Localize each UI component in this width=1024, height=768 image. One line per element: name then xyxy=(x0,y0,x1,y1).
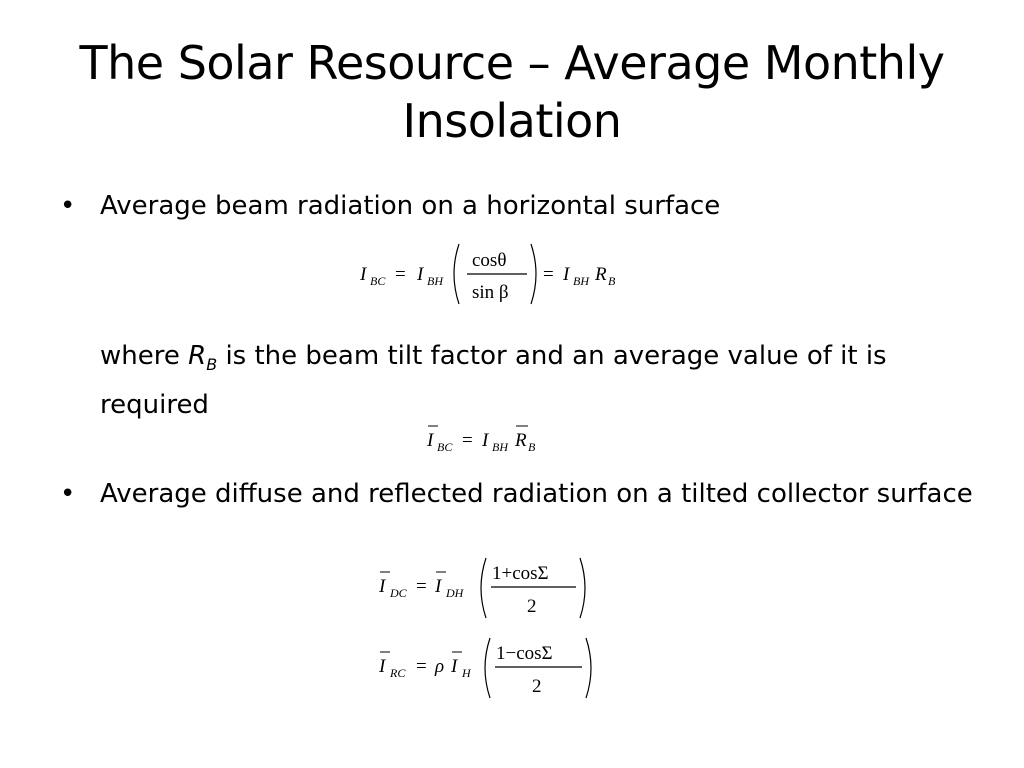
svg-text:BC: BC xyxy=(437,440,453,454)
where-suffix: is the beam tilt factor and an average v… xyxy=(100,341,887,421)
svg-text:B: B xyxy=(528,440,536,454)
bullet-marker: • xyxy=(60,191,76,221)
svg-text:I: I xyxy=(434,576,443,597)
where-prefix: where xyxy=(100,341,189,371)
svg-text:sin β: sin β xyxy=(472,282,509,303)
svg-text:ρ: ρ xyxy=(434,656,444,677)
svg-text:RC: RC xyxy=(389,666,406,680)
svg-text:I: I xyxy=(426,430,435,451)
svg-text:=: = xyxy=(543,264,554,285)
svg-text:DH: DH xyxy=(445,586,465,600)
equation-beam-tilted: I BC = I BH cosθ sin β = I BH R B xyxy=(355,238,635,310)
svg-text:2: 2 xyxy=(532,676,542,697)
svg-text:B: B xyxy=(608,274,616,288)
svg-text:I: I xyxy=(359,264,368,285)
svg-text:I: I xyxy=(378,576,387,597)
svg-text:cosθ: cosθ xyxy=(472,250,506,271)
svg-text:2: 2 xyxy=(527,596,537,617)
svg-text:I: I xyxy=(416,264,425,285)
bullet-text: Average diffuse and reflected radiation … xyxy=(100,479,973,509)
svg-text:BC: BC xyxy=(370,274,386,288)
svg-text:=: = xyxy=(416,656,427,677)
svg-text:I: I xyxy=(450,656,459,677)
equation-beam-average: I BC = I BH R B xyxy=(420,418,560,458)
symbol-r: R xyxy=(188,341,207,371)
where-note: where RB is the beam tilt factor and an … xyxy=(100,336,960,425)
equation-diffuse-average: I DC = I DH 1+cosΣ 2 xyxy=(372,552,602,626)
bullet-marker: • xyxy=(60,479,76,509)
svg-text:1+cosΣ: 1+cosΣ xyxy=(492,563,549,584)
bullet-text: Average beam radiation on a horizontal s… xyxy=(100,191,721,221)
svg-text:I: I xyxy=(378,656,387,677)
svg-text:DC: DC xyxy=(389,586,408,600)
svg-text:I: I xyxy=(562,264,571,285)
svg-text:=: = xyxy=(395,264,406,285)
svg-text:=: = xyxy=(462,430,473,451)
equation-reflected-average: I RC = ρ I H 1−cosΣ 2 xyxy=(372,632,607,706)
svg-text:BH: BH xyxy=(573,274,590,288)
slide-title: The Solar Resource – Average Monthly Ins… xyxy=(79,36,945,148)
svg-text:=: = xyxy=(416,576,427,597)
svg-text:R: R xyxy=(594,264,607,285)
svg-text:R: R xyxy=(514,430,527,451)
svg-text:1−cosΣ: 1−cosΣ xyxy=(496,643,553,664)
svg-text:H: H xyxy=(461,666,472,680)
symbol-r-subscript: B xyxy=(206,355,218,375)
svg-text:BH: BH xyxy=(492,440,509,454)
svg-text:I: I xyxy=(481,430,490,451)
svg-text:BH: BH xyxy=(427,274,444,288)
